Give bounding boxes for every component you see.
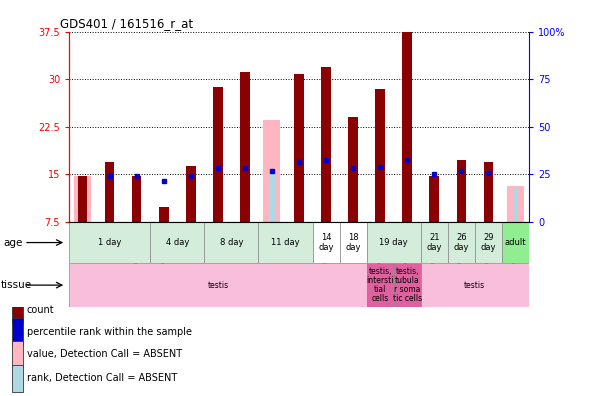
Text: testis,
intersti
tial
cells: testis, intersti tial cells: [367, 267, 394, 303]
Text: 26
day: 26 day: [454, 233, 469, 252]
Text: count: count: [26, 305, 54, 314]
Bar: [69, 222, 150, 263]
Bar: [12, 341, 22, 367]
Bar: [204, 222, 258, 263]
Text: 18
day: 18 day: [346, 233, 361, 252]
Text: testis,
tubula
r soma
tic cells: testis, tubula r soma tic cells: [392, 267, 422, 303]
Text: GDS401 / 161516_r_at: GDS401 / 161516_r_at: [60, 17, 193, 30]
Text: 1 day: 1 day: [98, 238, 121, 247]
Text: testis: testis: [207, 281, 228, 289]
Text: 21
day: 21 day: [427, 233, 442, 252]
Bar: [457, 160, 466, 222]
Bar: [484, 162, 493, 222]
Bar: [240, 72, 249, 222]
Bar: [213, 87, 222, 222]
Bar: [430, 175, 439, 222]
Bar: [394, 263, 421, 307]
Bar: [367, 263, 394, 307]
Text: 29
day: 29 day: [481, 233, 496, 252]
Bar: [269, 171, 275, 222]
Bar: [132, 175, 141, 222]
Text: 11 day: 11 day: [271, 238, 300, 247]
Text: 19 day: 19 day: [379, 238, 408, 247]
Bar: [513, 187, 518, 222]
Bar: [448, 222, 475, 263]
Text: age: age: [3, 238, 22, 248]
Bar: [78, 175, 87, 222]
Text: testis: testis: [464, 281, 486, 289]
Bar: [340, 222, 367, 263]
Text: adult: adult: [505, 238, 526, 247]
Bar: [502, 222, 529, 263]
Bar: [69, 263, 367, 307]
Bar: [367, 222, 421, 263]
Text: 4 day: 4 day: [166, 238, 189, 247]
Bar: [313, 222, 340, 263]
Bar: [12, 296, 22, 323]
Text: 14
day: 14 day: [319, 233, 334, 252]
Bar: [294, 74, 304, 222]
Text: value, Detection Call = ABSENT: value, Detection Call = ABSENT: [26, 349, 182, 359]
Bar: [105, 162, 114, 222]
Bar: [159, 207, 168, 222]
Bar: [403, 32, 412, 222]
Bar: [349, 117, 358, 222]
Bar: [322, 67, 331, 222]
Bar: [258, 222, 313, 263]
Bar: [421, 222, 448, 263]
Text: 8 day: 8 day: [219, 238, 243, 247]
Bar: [74, 175, 91, 222]
Bar: [12, 318, 22, 345]
Bar: [12, 365, 22, 392]
Bar: [507, 186, 524, 222]
Bar: [421, 263, 529, 307]
Text: rank, Detection Call = ABSENT: rank, Detection Call = ABSENT: [26, 373, 177, 383]
Text: tissue: tissue: [1, 280, 32, 290]
Bar: [150, 222, 204, 263]
Bar: [186, 166, 195, 222]
Bar: [475, 222, 502, 263]
Bar: [263, 120, 281, 222]
Bar: [376, 89, 385, 222]
Text: percentile rank within the sample: percentile rank within the sample: [26, 327, 192, 337]
